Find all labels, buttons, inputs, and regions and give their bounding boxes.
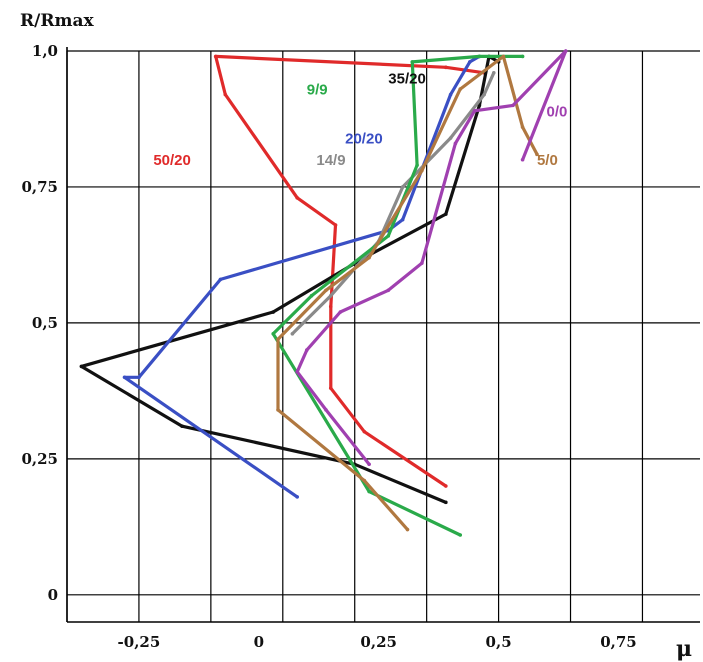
data-point-50-20 [333,223,338,227]
data-point-35-20 [180,424,184,429]
data-point-5-0 [276,337,280,342]
data-point-35-20 [444,500,448,505]
data-point-9-9 [309,293,314,298]
data-point-0-0 [324,408,328,412]
data-point-5-0 [501,54,506,59]
data-point-14-9 [290,331,295,336]
data-point-0-0 [338,310,343,314]
data-point-9-9 [367,489,371,494]
data-point-50-20 [444,484,448,488]
x-tick-label: 0,25 [360,633,397,651]
data-point-5-0 [362,478,367,483]
y-tick-label: 0,5 [32,314,58,332]
data-point-9-9 [520,54,525,59]
data-point-20-20 [137,375,141,380]
data-point-35-20 [271,310,276,314]
data-point-35-20 [444,212,448,216]
series-label-5-0: 5/0 [537,152,558,169]
data-point-20-20 [400,217,405,222]
data-point-20-20 [295,495,299,499]
x-tick-label: 0,75 [600,633,637,651]
y-tick-label: 1,0 [32,42,58,60]
data-point-5-0 [420,168,424,173]
x-tick-label: -0,25 [118,633,161,651]
data-point-14-9 [400,185,405,189]
data-point-5-0 [458,87,463,91]
series-label-0-0: 0/0 [547,103,568,120]
x-tick-label: 0 [254,633,264,651]
tick-labels: -0,25 0 0,25 0,5 0,75 0 0,25 0,5 0,75 1,0 [21,42,636,651]
y-tick-label: 0,25 [21,450,58,468]
data-point-20-20 [448,92,453,97]
data-point-50-20 [223,92,228,97]
x-axis-title: μ [676,636,692,662]
y-tick-label: 0,75 [21,178,58,196]
data-point-50-20 [362,429,367,434]
data-point-0-0 [563,49,568,53]
data-point-9-9 [477,54,482,59]
data-point-14-9 [448,136,453,140]
data-point-50-20 [328,386,333,390]
series-line-50-20 [214,54,486,488]
y-axis-title: R/Rmax [20,11,94,31]
data-point-9-9 [386,234,391,238]
series-lines [79,49,568,537]
series-label-9-9: 9/9 [307,82,328,99]
series-label-35-20: 35/20 [388,71,426,88]
axes [66,47,700,623]
data-point-20-20 [122,375,127,380]
data-point-0-0 [295,370,299,374]
data-point-0-0 [367,462,371,467]
data-point-0-0 [472,109,477,113]
data-point-14-9 [328,293,333,298]
data-point-5-0 [276,408,280,412]
data-point-5-0 [367,255,371,260]
data-point-0-0 [304,348,309,352]
data-point-20-20 [468,60,472,64]
data-point-50-20 [295,196,299,200]
data-point-5-0 [520,125,525,129]
data-point-50-20 [444,65,448,70]
series-line-35-20 [79,54,501,504]
series-label-14-9: 14/9 [316,152,345,169]
data-point-0-0 [453,141,458,146]
data-point-5-0 [535,152,539,157]
series-label-50-20: 50/20 [153,152,191,169]
data-point-5-0 [324,288,328,293]
data-point-14-9 [491,70,496,75]
data-point-9-9 [458,533,463,537]
data-point-9-9 [415,163,419,167]
x-tick-label: 0,5 [486,633,512,651]
data-point-35-20 [79,364,84,369]
data-point-0-0 [420,261,424,265]
grid-lines [66,50,700,622]
data-point-9-9 [410,60,415,64]
data-point-20-20 [218,277,223,282]
data-point-9-9 [271,331,276,336]
data-point-0-0 [520,157,525,162]
data-point-50-20 [213,54,218,59]
data-point-5-0 [405,527,410,532]
data-point-0-0 [511,103,515,108]
data-point-50-20 [328,304,333,309]
y-tick-label: 0 [48,586,58,604]
series-label-20-20: 20/20 [345,130,383,147]
series-line-0-0 [295,49,568,466]
data-point-14-9 [482,92,487,97]
data-point-0-0 [386,288,391,293]
